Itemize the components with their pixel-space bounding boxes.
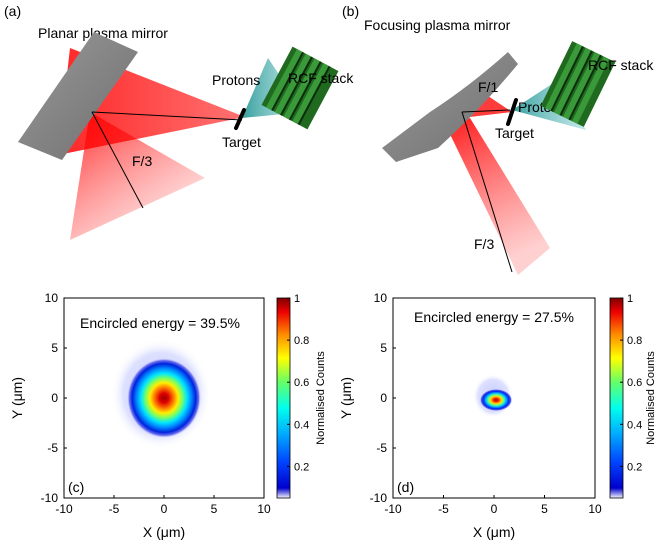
panel-b-title: Focusing plasma mirror [364,17,511,33]
target-foil-a [234,108,246,130]
panel-b: (b) Focusing plasma mirror F/1 F/3 Targe… [342,3,654,275]
x-tick-label: -10 [55,502,73,516]
annotation-c: Encircled energy = 39.5% [80,315,240,331]
rcf-stack-b [540,41,616,127]
protons-label-a: Protons [212,72,260,88]
panel-a-title: Planar plasma mirror [38,25,168,41]
colorbar-d [609,297,624,499]
spot-core-c [127,358,201,438]
planar-mirror [18,32,138,160]
incoming-beam-b [448,118,550,275]
colorbar-c [276,297,291,499]
colorbar-tick-label: 0.8 [294,335,309,347]
x-tick-label: 5 [541,502,548,516]
xlabel-d: X (μm) [473,524,515,540]
ylabel-c: Y (μm) [9,377,25,419]
beam-axis-line [91,111,243,121]
annotation-d: Encircled energy = 27.5% [414,309,574,325]
panel-d-label: (d) [397,479,414,495]
y-tick-label: 0 [51,391,58,405]
rcf-label-b: RCF stack [588,57,654,73]
f3-label-a: F/3 [132,153,152,169]
panel-b-label: (b) [342,3,359,19]
colorbar-tick-label: 1 [294,293,300,305]
colorbar-tick-label: 0.4 [294,419,309,431]
y-tick-label: 10 [374,291,388,305]
x-tick-label: -10 [384,502,402,516]
y-tick-label: 5 [51,341,58,355]
x-tick-label: 0 [491,502,498,516]
rcf-label-a: RCF stack [288,70,354,86]
beam-axis-line-b [461,111,513,273]
f1-label-b: F/1 [478,79,498,95]
panel-a-label: (a) [4,3,21,19]
ylabel-d: Y (μm) [338,377,354,419]
target-foil-b [506,98,518,126]
rcf-stack-a [261,46,339,130]
colorbar-label-d: Normalised Counts [645,351,657,445]
x-tick-label: 0 [161,502,168,516]
panel-c-label: (c) [68,479,84,495]
colorbar-tick-label: 0.2 [627,461,642,473]
axis-ticks-c: -10 -5 0 5 10 -10 -5 0 5 10 [41,291,271,516]
panel-a: (a) Planar plasma mirror F/3 Target Prot… [4,3,354,240]
colorbar-tick-label: 0.6 [627,377,642,389]
colorbar-tick-label: 0.6 [294,377,309,389]
colorbar-tick-label: 1 [627,293,633,305]
mirror-normal-line [91,111,144,209]
x-tick-label: 10 [588,502,602,516]
spot-core-d [479,389,513,411]
focus-axis-line-b [461,109,511,113]
y-tick-label: 5 [380,341,387,355]
x-tick-label: 10 [257,502,271,516]
colorbar-tick-label: 0.8 [627,335,642,347]
target-label-b: Target [495,125,534,141]
y-tick-label: -5 [376,441,387,455]
colorbar-ticks-c: 0.2 0.4 0.6 0.8 1 [287,293,309,473]
y-tick-label: -5 [47,441,58,455]
panel-d-plot: -10 -5 0 5 10 -10 -5 0 5 10 Encircled energy = 27… [338,291,657,540]
y-tick-label: 10 [45,291,59,305]
panel-c-plot: -10 -5 0 5 10 -10 -5 0 5 10 Encircled energy = 39… [9,291,327,540]
colorbar-ticks-d: 0.2 0.4 0.6 0.8 1 [620,293,642,473]
y-tick-label: -10 [41,491,59,505]
y-tick-label: -10 [370,491,388,505]
x-tick-label: 5 [211,502,218,516]
axis-ticks-d: -10 -5 0 5 10 -10 -5 0 5 10 [370,291,602,516]
target-label-a: Target [222,134,261,150]
xlabel-c: X (μm) [143,524,185,540]
colorbar-label-c: Normalised Counts [315,351,327,445]
x-tick-label: -5 [438,502,449,516]
colorbar-tick-label: 0.4 [627,419,642,431]
y-tick-label: 0 [380,391,387,405]
f3-label-b: F/3 [474,236,494,252]
x-tick-label: -5 [109,502,120,516]
colorbar-tick-label: 0.2 [294,461,309,473]
focusing-mirror [382,52,518,162]
